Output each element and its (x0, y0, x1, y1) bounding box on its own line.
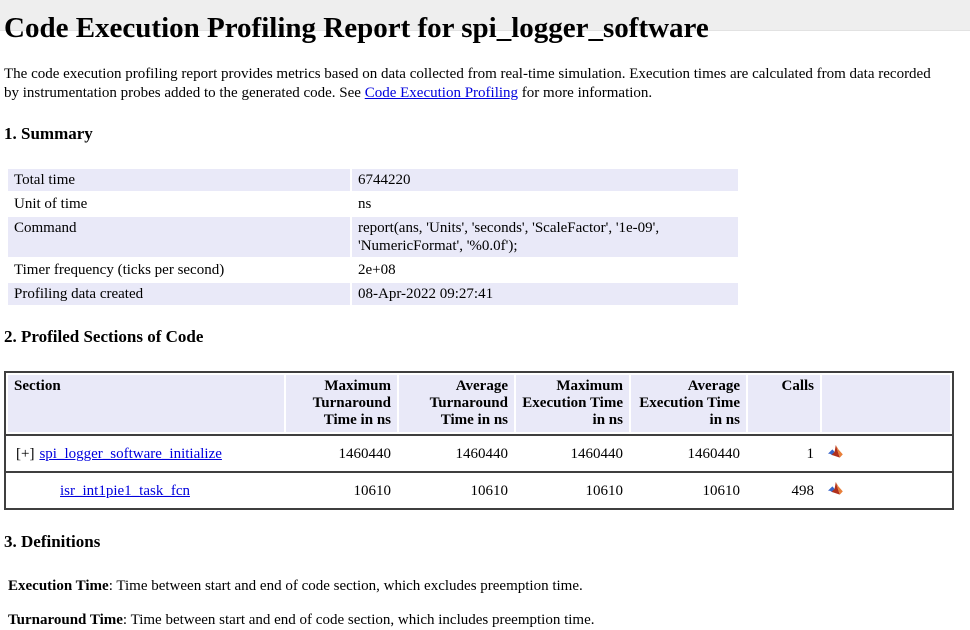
column-header-section: Section (8, 375, 284, 432)
definition-text: : Time between start and end of code sec… (122, 612, 595, 628)
icon-cell (822, 475, 950, 506)
calls-value: 498 (748, 475, 820, 506)
column-header-max-turnaround: Maximum Turnaround Time in ns (286, 375, 397, 432)
summary-value: 2e+08 (358, 262, 396, 278)
avg-execution-value: 10610 (631, 475, 746, 506)
column-header-avg-turnaround: Average Turnaround Time in ns (399, 375, 514, 432)
avg-turnaround-value: 1460440 (399, 438, 514, 469)
section-cell: isr_int1pie1_task_fcn (8, 475, 284, 506)
intro-paragraph: The code execution profiling report prov… (4, 65, 938, 102)
definition-turnaround-time: Turnaround Time: Time between start and … (8, 612, 970, 628)
section-link[interactable]: spi_logger_software_initialize (39, 446, 222, 462)
summary-label: Unit of time (14, 196, 88, 212)
calls-value: 1 (748, 438, 820, 469)
table-row: isr_int1pie1_task_fcn 10610 10610 10610 … (8, 475, 950, 506)
summary-heading: 1. Summary (4, 124, 93, 143)
table-header-row: Section Maximum Turnaround Time in ns Av… (8, 375, 950, 432)
summary-label: Timer frequency (ticks per second) (14, 262, 225, 278)
page-title: Code Execution Profiling Report for spi_… (4, 12, 709, 44)
top-band (0, 0, 970, 31)
section-link[interactable]: isr_int1pie1_task_fcn (60, 483, 190, 499)
column-header-avg-execution: Average Execution Time in ns (631, 375, 746, 432)
intro-text-after: for more information. (518, 84, 653, 101)
summary-label: Total time (8, 169, 350, 191)
table-row: [+] spi_logger_software_initialize 146044… (8, 438, 950, 469)
max-execution-value: 10610 (516, 475, 629, 506)
max-turnaround-value: 10610 (286, 475, 397, 506)
summary-value: 6744220 (352, 169, 738, 191)
definition-text: : Time between start and end of code sec… (108, 578, 583, 594)
column-header-calls: Calls (748, 375, 820, 432)
profiled-sections-table: Section Maximum Turnaround Time in ns Av… (4, 371, 954, 510)
summary-label: Profiling data created (8, 283, 350, 305)
matlab-icon[interactable] (828, 482, 843, 495)
code-execution-profiling-link[interactable]: Code Execution Profiling (364, 84, 519, 101)
definition-term: Execution Time (8, 578, 109, 594)
row-divider (6, 434, 952, 436)
summary-value: report(ans, 'Units', 'seconds', 'ScaleFa… (352, 217, 738, 257)
row-divider (6, 471, 952, 473)
avg-execution-value: 1460440 (631, 438, 746, 469)
profiled-sections-heading: 2. Profiled Sections of Code (4, 327, 204, 346)
icon-cell (822, 438, 950, 469)
column-header-icon (822, 375, 950, 432)
definitions-heading: 3. Definitions (4, 532, 101, 551)
column-header-max-execution: Maximum Execution Time in ns (516, 375, 629, 432)
matlab-icon[interactable] (828, 445, 843, 458)
definition-term: Turnaround Time (8, 612, 123, 628)
expand-toggle[interactable]: [+] (16, 446, 35, 462)
summary-table: Total time 6744220 Unit of time ns Comma… (8, 169, 738, 305)
max-turnaround-value: 1460440 (286, 438, 397, 469)
section-cell: [+] spi_logger_software_initialize (8, 438, 284, 469)
summary-value: ns (358, 196, 372, 212)
avg-turnaround-value: 10610 (399, 475, 514, 506)
max-execution-value: 1460440 (516, 438, 629, 469)
summary-label: Command (8, 217, 350, 257)
summary-value: 08-Apr-2022 09:27:41 (352, 283, 738, 305)
intro-text-before: The code execution profiling report prov… (4, 66, 931, 101)
definition-execution-time: Execution Time: Time between start and e… (8, 578, 970, 594)
